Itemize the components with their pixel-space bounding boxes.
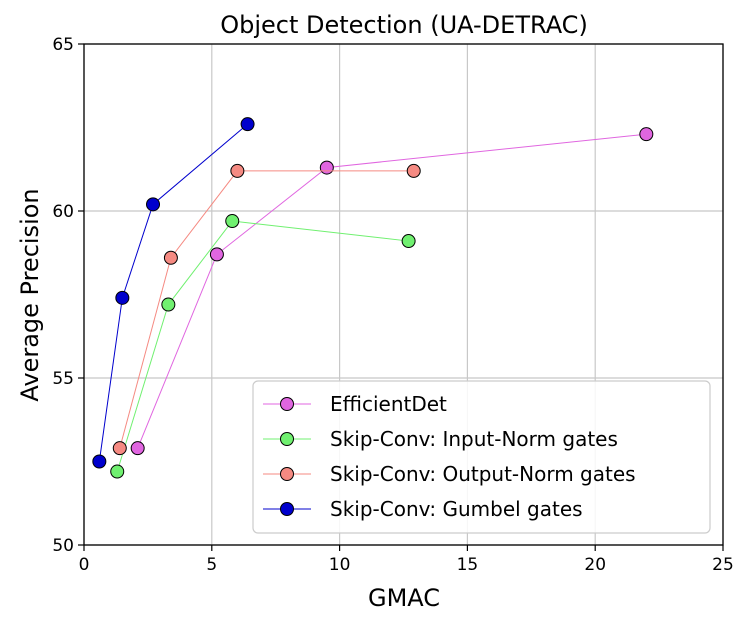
- x-axis-ticks: 0 5 10 15 20 25: [79, 545, 734, 575]
- x-tick-label: 0: [79, 555, 90, 575]
- data-point: [401, 234, 416, 249]
- chart-title: Object Detection (UA-DETRAC): [220, 11, 588, 39]
- series-line: [98, 123, 248, 462]
- y-tick-label: 65: [52, 35, 74, 55]
- data-point: [230, 163, 245, 178]
- legend-label: Skip-Conv: Gumbel gates: [330, 497, 583, 521]
- data-point: [112, 441, 127, 456]
- legend-marker: [280, 467, 294, 481]
- data-point: [110, 464, 125, 479]
- x-axis-label: GMAC: [368, 584, 440, 612]
- series-line: [137, 133, 647, 449]
- y-tick-label: 50: [52, 536, 74, 556]
- data-point: [92, 454, 107, 469]
- plot-frame: [83, 43, 724, 546]
- data-point: [161, 297, 176, 312]
- data-point: [639, 127, 654, 142]
- data-point: [240, 117, 255, 132]
- series-2: [112, 163, 421, 456]
- y-axis-label: Average Precision: [16, 188, 44, 401]
- data-point: [130, 441, 145, 456]
- x-tick-label: 10: [329, 555, 351, 575]
- data-point: [146, 197, 161, 212]
- y-tick-label: 60: [52, 202, 74, 222]
- legend-box: [252, 380, 711, 534]
- x-tick-label: 5: [206, 555, 217, 575]
- data-point: [319, 160, 334, 175]
- x-tick-label: 15: [457, 555, 479, 575]
- series-layer: [92, 117, 654, 479]
- data-point: [225, 214, 240, 229]
- legend-marker: [280, 502, 294, 516]
- y-tick-label: 55: [52, 369, 74, 389]
- legend-marker: [280, 432, 294, 446]
- series-3: [92, 117, 255, 469]
- x-tick-label: 25: [712, 555, 734, 575]
- legend-label: EfficientDet: [330, 392, 447, 416]
- data-point: [163, 250, 178, 265]
- y-axis-ticks: 50 55 60 65: [52, 35, 84, 556]
- legend-label: Skip-Conv: Input-Norm gates: [330, 427, 618, 451]
- data-point: [406, 163, 421, 178]
- x-tick-label: 20: [584, 555, 606, 575]
- legend: EfficientDet Skip-Conv: Input-Norm gates S…: [252, 380, 711, 534]
- data-point: [115, 290, 130, 305]
- legend-label: Skip-Conv: Output-Norm gates: [330, 462, 636, 486]
- data-point: [209, 247, 224, 262]
- series-line: [116, 220, 409, 472]
- legend-marker: [280, 397, 294, 411]
- series-1: [110, 214, 416, 479]
- series-line: [119, 170, 414, 449]
